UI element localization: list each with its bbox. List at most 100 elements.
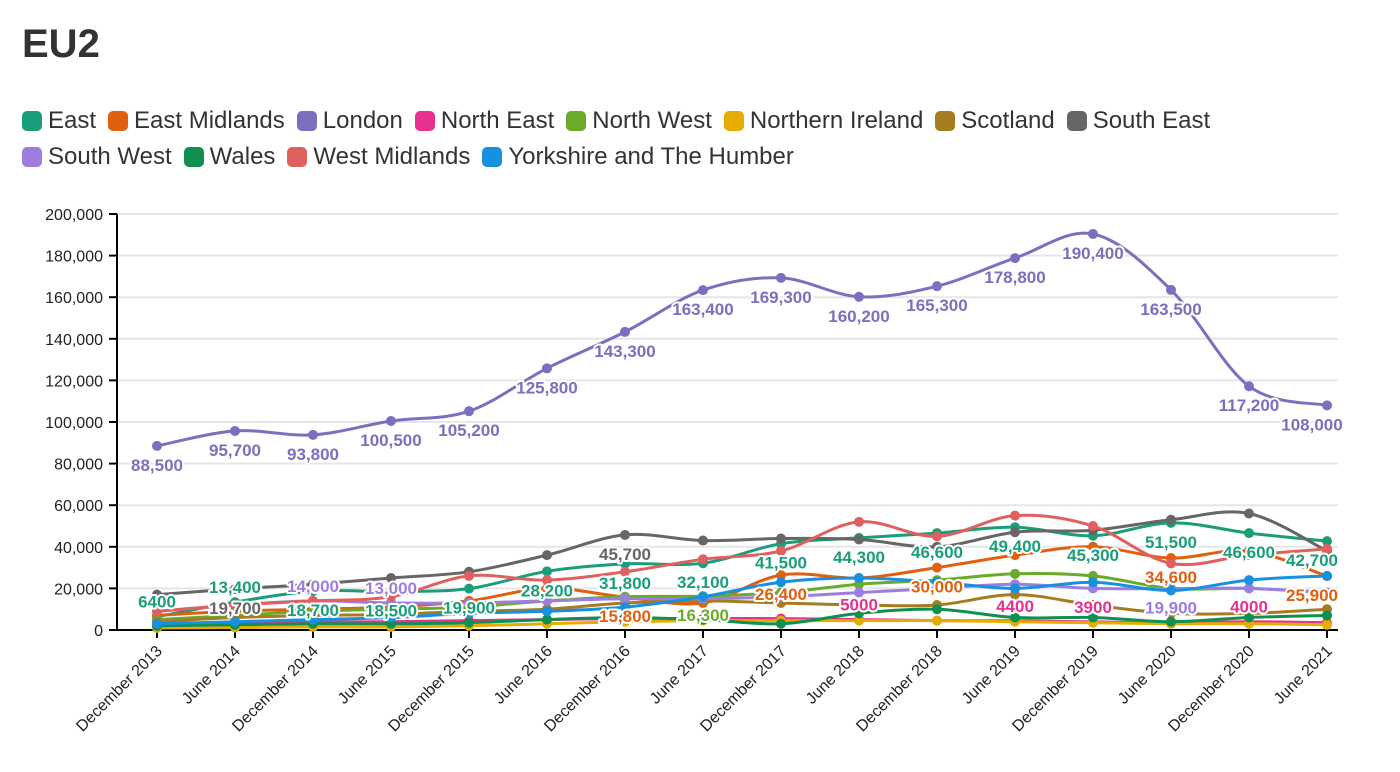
legend-item-north-west[interactable]: North West xyxy=(566,106,712,136)
data-point[interactable] xyxy=(698,554,708,565)
data-point[interactable] xyxy=(776,533,786,544)
data-point[interactable] xyxy=(854,615,864,626)
data-point[interactable] xyxy=(620,558,630,569)
data-point[interactable] xyxy=(932,281,942,292)
data-point[interactable] xyxy=(1010,550,1020,561)
legend-item-south-east[interactable]: South East xyxy=(1066,106,1210,136)
data-point[interactable] xyxy=(1166,608,1176,619)
data-point[interactable] xyxy=(464,608,474,619)
data-point[interactable] xyxy=(932,562,942,573)
legend-item-west-midlands[interactable]: West Midlands xyxy=(287,142,470,172)
data-point[interactable] xyxy=(620,612,630,623)
data-point[interactable] xyxy=(308,614,318,625)
data-point[interactable] xyxy=(1244,583,1254,594)
data-point[interactable] xyxy=(1322,610,1332,621)
data-point[interactable] xyxy=(1322,543,1332,554)
data-point[interactable] xyxy=(542,363,552,374)
legend-item-east-midlands[interactable]: East Midlands xyxy=(108,106,285,136)
legend-item-london[interactable]: London xyxy=(296,106,403,136)
data-point[interactable] xyxy=(1322,400,1332,411)
data-point[interactable] xyxy=(464,570,474,581)
data-point[interactable] xyxy=(1244,381,1254,392)
data-point[interactable] xyxy=(620,566,630,577)
data-point[interactable] xyxy=(854,587,864,598)
data-point[interactable] xyxy=(464,583,474,594)
data-point[interactable] xyxy=(1322,570,1332,581)
data-point[interactable] xyxy=(932,604,942,615)
data-point[interactable] xyxy=(776,272,786,283)
data-point[interactable] xyxy=(776,618,786,629)
data-point[interactable] xyxy=(386,573,396,583)
data-point[interactable] xyxy=(542,606,552,617)
data-point[interactable] xyxy=(698,285,708,296)
data-point[interactable] xyxy=(230,584,240,595)
data-point[interactable] xyxy=(620,593,630,604)
data-point[interactable] xyxy=(386,612,396,623)
data-point[interactable] xyxy=(152,589,162,600)
data-point[interactable] xyxy=(1244,575,1254,586)
data-point[interactable] xyxy=(698,614,708,625)
data-point[interactable] xyxy=(308,586,318,597)
data-point[interactable] xyxy=(1244,508,1254,519)
data-point[interactable] xyxy=(1088,228,1098,239)
data-point[interactable] xyxy=(464,406,474,417)
data-point[interactable] xyxy=(1244,550,1254,561)
data-point[interactable] xyxy=(1166,514,1176,525)
data-point[interactable] xyxy=(542,614,552,625)
data-point[interactable] xyxy=(308,429,318,440)
data-point[interactable] xyxy=(542,550,552,561)
data-point[interactable] xyxy=(542,583,552,594)
data-point[interactable] xyxy=(1322,619,1332,630)
legend-item-scotland[interactable]: Scotland xyxy=(935,106,1055,136)
data-point[interactable] xyxy=(308,579,318,590)
data-point[interactable] xyxy=(776,591,786,602)
data-point[interactable] xyxy=(1166,558,1176,569)
data-point[interactable] xyxy=(1088,612,1098,623)
data-point[interactable] xyxy=(152,606,162,617)
data-point[interactable] xyxy=(1244,612,1254,623)
legend-item-wales[interactable]: Wales xyxy=(183,142,275,172)
data-point[interactable] xyxy=(1088,600,1098,611)
data-point[interactable] xyxy=(1166,284,1176,295)
data-point[interactable] xyxy=(1088,541,1098,552)
data-point[interactable] xyxy=(932,541,942,552)
data-point[interactable] xyxy=(1010,612,1020,623)
data-point[interactable] xyxy=(1244,528,1254,539)
data-point[interactable] xyxy=(776,545,786,556)
legend-item-northern-ireland[interactable]: Northern Ireland xyxy=(723,106,923,136)
data-point[interactable] xyxy=(542,575,552,586)
data-point[interactable] xyxy=(152,440,162,451)
data-point[interactable] xyxy=(230,616,240,627)
legend-item-south-west[interactable]: South West xyxy=(22,142,172,172)
data-point[interactable] xyxy=(1166,585,1176,596)
data-point[interactable] xyxy=(932,577,942,588)
data-point[interactable] xyxy=(1010,253,1020,264)
data-point[interactable] xyxy=(776,570,786,581)
legend-item-east[interactable]: East xyxy=(22,106,96,136)
data-point[interactable] xyxy=(620,326,630,337)
data-point[interactable] xyxy=(854,291,864,302)
data-point[interactable] xyxy=(698,591,708,602)
data-point[interactable] xyxy=(854,573,864,583)
data-point[interactable] xyxy=(1166,616,1176,627)
data-point[interactable] xyxy=(230,600,240,611)
data-point[interactable] xyxy=(854,516,864,527)
data-point[interactable] xyxy=(1010,510,1020,521)
data-point[interactable] xyxy=(620,529,630,540)
data-point[interactable] xyxy=(854,600,864,611)
data-point[interactable] xyxy=(542,595,552,606)
data-point[interactable] xyxy=(464,597,474,608)
data-point[interactable] xyxy=(1010,568,1020,579)
data-point[interactable] xyxy=(932,615,942,626)
data-point[interactable] xyxy=(698,535,708,546)
data-point[interactable] xyxy=(854,534,864,545)
data-point[interactable] xyxy=(308,595,318,606)
data-point[interactable] xyxy=(152,618,162,629)
data-point[interactable] xyxy=(464,617,474,628)
data-point[interactable] xyxy=(230,425,240,436)
data-point[interactable] xyxy=(1322,587,1332,598)
data-point[interactable] xyxy=(932,531,942,542)
data-point[interactable] xyxy=(386,591,396,602)
legend-item-yorkshire-and-the-humber[interactable]: Yorkshire and The Humber xyxy=(482,142,794,172)
data-point[interactable] xyxy=(776,577,786,588)
